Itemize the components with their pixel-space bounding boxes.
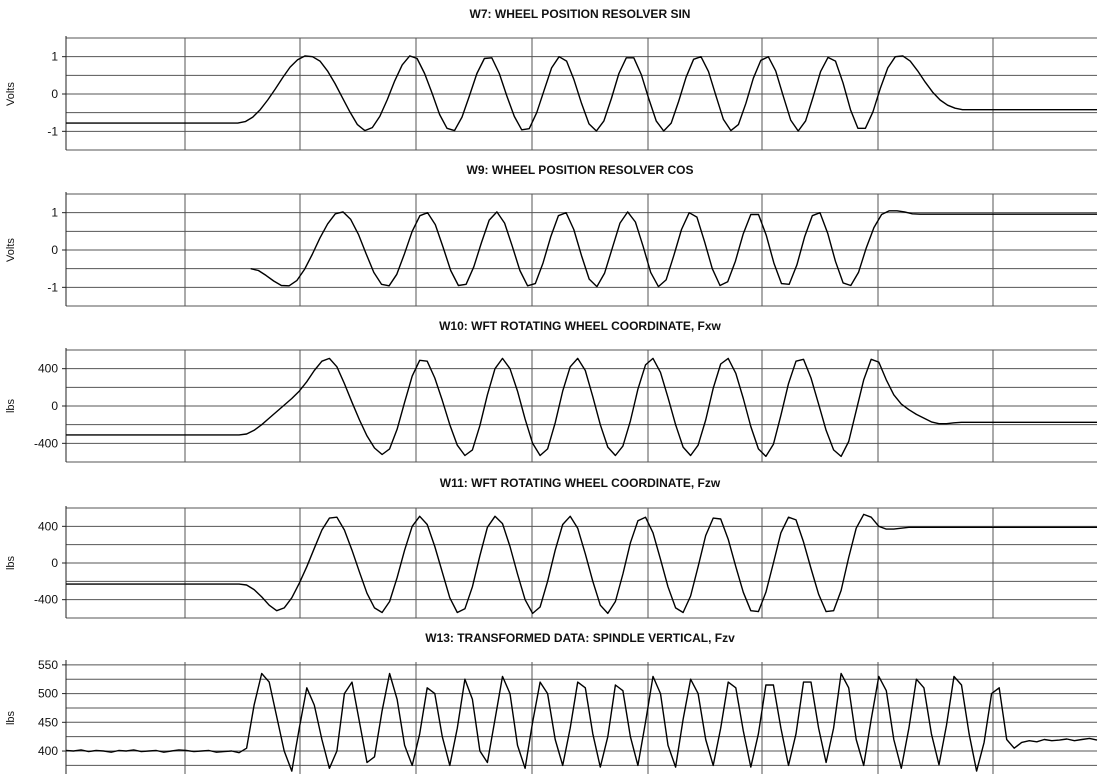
series-line [250, 210, 1097, 288]
panel-1: W7: WHEEL POSITION RESOLVER SIN 1 0 -1 Volts [5, 7, 1097, 151]
y-tick-label: 0 [51, 399, 58, 413]
y-tick-label: -400 [34, 436, 58, 450]
y-tick-label: 0 [51, 556, 58, 570]
panel-title: W13: TRANSFORMED DATA: SPINDLE VERTICAL,… [425, 631, 735, 645]
panel-5: W13: TRANSFORMED DATA: SPINDLE VERTICAL,… [5, 631, 1098, 774]
y-tick-label: 550 [38, 658, 58, 672]
series-line [65, 672, 1098, 772]
y-tick-label: 400 [38, 744, 58, 758]
y-tick-label: 0 [51, 87, 58, 101]
panel-title: W7: WHEEL POSITION RESOLVER SIN [470, 7, 691, 21]
panel-title: W10: WFT ROTATING WHEEL COORDINATE, Fxw [439, 319, 721, 333]
panel-3: W10: WFT ROTATING WHEEL COORDINATE, Fxw 4… [5, 319, 1097, 463]
y-tick-label: 400 [38, 362, 58, 376]
y-axis-label: lbs [5, 555, 17, 570]
y-tick-label: 1 [51, 50, 58, 64]
y-axis-label: lbs [5, 398, 17, 413]
y-tick-label: 500 [38, 687, 58, 701]
y-axis-label: lbs [5, 710, 17, 725]
y-tick-label: 450 [38, 715, 58, 729]
y-tick-label: 0 [51, 243, 58, 257]
series-line [66, 55, 1097, 132]
y-axis-label: Volts [5, 238, 17, 262]
series-line [66, 357, 1097, 458]
y-tick-label: 400 [38, 519, 58, 533]
panel-title: W9: WHEEL POSITION RESOLVER COS [467, 163, 694, 177]
y-tick-label: -1 [47, 124, 58, 138]
panel-title: W11: WFT ROTATING WHEEL COORDINATE, Fzw [440, 476, 721, 490]
series-line [66, 513, 1097, 615]
y-tick-label: -1 [47, 280, 58, 294]
y-tick-label: 1 [51, 206, 58, 220]
panel-2: W9: WHEEL POSITION RESOLVER COS 1 0 -1 Volts [5, 163, 1097, 307]
y-tick-label: -400 [34, 593, 58, 607]
panel-4: W11: WFT ROTATING WHEEL COORDINATE, Fzw 4… [5, 476, 1097, 619]
y-axis-label: Volts [5, 82, 17, 106]
